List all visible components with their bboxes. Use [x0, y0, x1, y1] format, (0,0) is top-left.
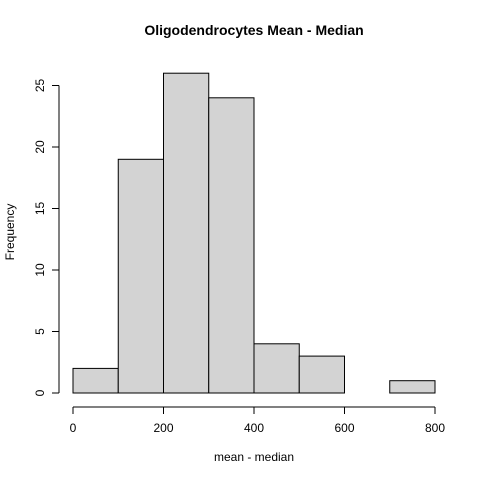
y-tick-label-5: 25: [33, 79, 47, 93]
y-tick-label-0: 0: [33, 389, 47, 396]
y-axis-label: Frequency: [3, 204, 17, 261]
x-tick-label-0: 0: [70, 421, 77, 435]
histogram-bar-7: [389, 380, 436, 394]
histogram-bar-0: [72, 367, 119, 394]
y-axis: 0 5 10 15 20 25: [33, 79, 60, 396]
y-tick-label-2: 10: [33, 263, 47, 277]
chart-title: Oligodendrocytes Mean - Median: [144, 22, 363, 38]
x-tick-label-1: 200: [153, 421, 173, 435]
x-tick-label-4: 800: [425, 421, 445, 435]
histogram-bar-4: [253, 343, 300, 394]
x-tick-label-2: 400: [244, 421, 264, 435]
x-tick-label-3: 600: [334, 421, 354, 435]
histogram-bar-2: [163, 72, 210, 394]
histogram-bar-5: [298, 355, 345, 394]
histogram-bar-1: [117, 158, 164, 394]
x-axis-label: mean - median: [214, 450, 294, 464]
bars-group: [72, 72, 436, 394]
y-tick-label-4: 20: [33, 140, 47, 154]
y-tick-label-1: 5: [33, 328, 47, 335]
y-tick-label-3: 15: [33, 202, 47, 216]
histogram-bar-3: [208, 97, 255, 394]
x-axis: 0 200 400 600 800: [70, 406, 445, 435]
